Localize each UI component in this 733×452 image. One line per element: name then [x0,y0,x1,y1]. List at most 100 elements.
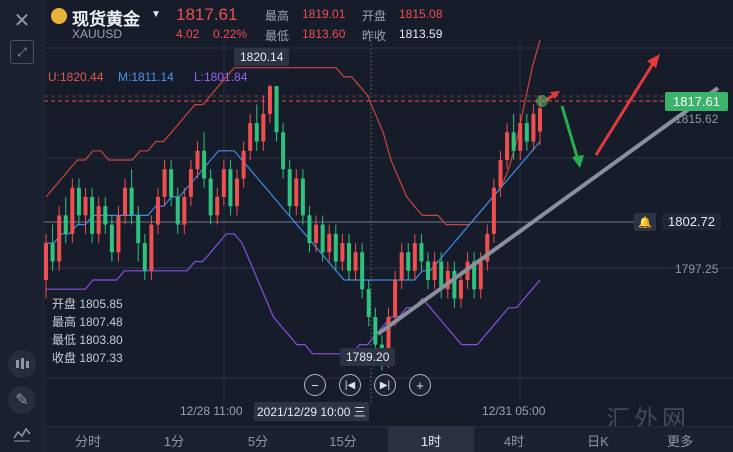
candle [498,150,503,197]
candle [267,84,272,124]
boll-middle-label: M:1811.14 [118,70,174,84]
ohlc-high: 最高 1807.48 [52,315,123,329]
candle [412,233,417,280]
alert-price-tag: 1802.72 [662,213,721,230]
candle [445,261,450,299]
candle [340,233,345,271]
live-price-glow [536,95,548,107]
candle [188,160,193,207]
candle [129,169,134,225]
candle [254,104,259,151]
candle [432,252,437,290]
tab-1hour[interactable]: 1时 [420,434,442,449]
candle [419,233,424,271]
scroll-right-button[interactable]: ▶| [374,374,396,396]
tab-4hour[interactable]: 4时 [503,434,525,449]
open-value: 1815.08 [399,7,443,21]
candle [142,233,147,280]
trend-line [376,86,720,336]
candle [307,206,312,253]
candle [248,113,253,160]
ohlc-open: 开盘 1805.85 [52,297,123,311]
peak-price-tag: 1820.14 [234,48,290,66]
scroll-left-button[interactable]: |◀ [339,374,361,396]
candle [472,252,477,299]
change-percent: 0.22% [213,27,248,41]
green-arrow-down-icon [560,105,584,168]
bell-icon[interactable]: 🔔 [634,213,656,231]
boll-middle-line [46,141,541,281]
tab-timeshare[interactable]: 分时 [74,434,101,449]
candle [491,178,496,244]
low-value: 1813.60 [302,27,346,41]
level-1797-label: 1797.25 [675,262,719,276]
candle [70,178,75,244]
candle [346,233,351,280]
red-arrow-up-icon [594,54,660,156]
current-price-tag: 1817.61 [665,92,728,111]
candle [511,113,516,160]
crosshair-time-label: 2021/12/29 10:00 三 [254,402,369,421]
candle [90,187,95,244]
candle [50,224,55,271]
candle-style-icon[interactable] [8,350,36,378]
zoom-in-button[interactable]: + [409,374,431,396]
trough-price-tag: 1789.20 [340,348,396,366]
high-label: 最高 [265,9,290,23]
prev-close-label: 昨收 [362,29,387,43]
candle [103,196,108,234]
boll-upper-line [45,39,541,226]
tab-1min[interactable]: 1分 [163,434,185,449]
candle [162,160,167,207]
candle [373,307,378,354]
candle [202,132,207,188]
draw-pen-icon[interactable]: ✎ [8,386,36,414]
candle [287,160,292,216]
candle [169,160,174,207]
candle [83,187,88,234]
candle [228,160,233,216]
instrument-code: XAUUSD [72,27,123,41]
candle [96,196,101,244]
tab-15min[interactable]: 15分 [329,434,357,449]
gold-coin-icon [51,8,67,24]
candle [452,261,457,308]
boll-lower-label: L:1801.84 [194,70,248,84]
candle [57,206,62,271]
prev-close-value: 1813.59 [399,27,443,41]
candle [149,215,154,280]
chevron-down-icon[interactable]: ▼ [151,9,161,20]
zoom-out-button[interactable]: − [304,374,326,396]
candle [406,243,411,280]
candle [109,215,114,262]
high-value: 1819.01 [302,7,346,21]
candle [458,270,463,308]
tab-more[interactable]: 更多 [666,434,693,449]
candle [175,187,180,234]
candle [274,86,279,142]
candle [281,123,286,179]
tab-5min[interactable]: 5分 [247,434,269,449]
fullscreen-icon[interactable]: ⤢ [10,40,34,64]
candle [300,169,305,225]
left-toolbar: ✕ ⤢ ✎ [0,0,44,452]
candle [76,178,81,225]
boll-lower-line [46,233,541,355]
candle [294,169,299,216]
candle [208,169,213,225]
candle [241,141,246,188]
candle [505,123,510,170]
ohlc-low: 最低 1803.80 [52,333,123,347]
candle [182,187,187,234]
candle [485,224,490,271]
instrument-name[interactable]: 现货黄金 [72,10,140,29]
tab-daily[interactable]: 日K [587,434,609,449]
boll-upper-label: U:1820.44 [48,70,104,84]
close-icon[interactable]: ✕ [13,9,31,32]
candle [261,95,266,151]
indicator-icon[interactable] [8,420,36,448]
candle [426,252,431,290]
active-tab-highlight [388,427,474,452]
change-value: 4.02 [176,27,200,41]
